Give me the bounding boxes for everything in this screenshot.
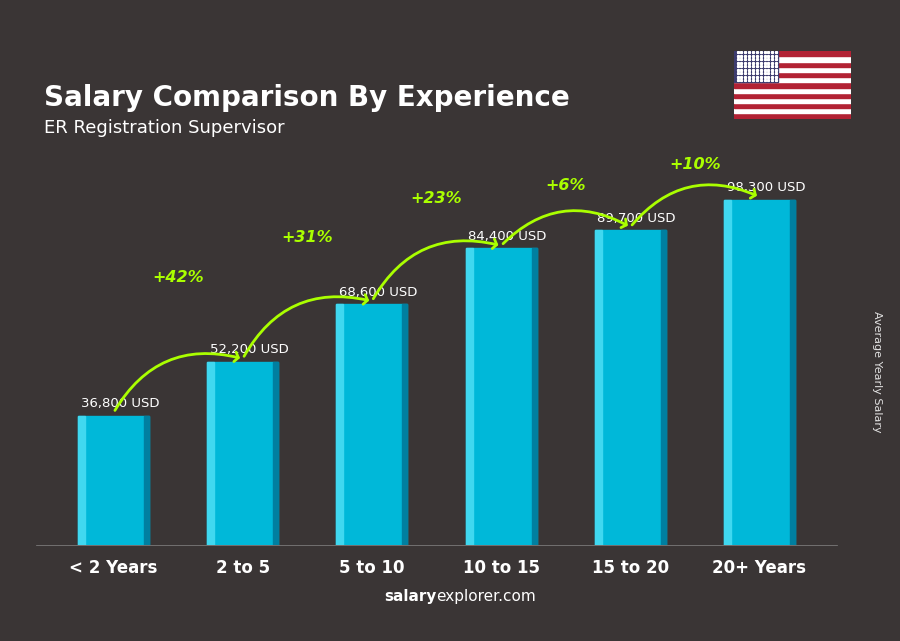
Text: Average Yearly Salary: Average Yearly Salary (872, 311, 883, 433)
Bar (734, 103, 850, 108)
Bar (207, 362, 278, 545)
Text: +10%: +10% (669, 156, 721, 172)
Bar (734, 82, 850, 88)
Bar (144, 415, 149, 545)
Bar (532, 249, 536, 545)
Text: 52,200 USD: 52,200 USD (210, 344, 289, 356)
Bar (734, 98, 850, 103)
Text: +42%: +42% (152, 270, 204, 285)
Bar (274, 362, 278, 545)
Bar (402, 304, 408, 545)
Bar (661, 230, 666, 545)
Bar (595, 230, 602, 545)
Bar (734, 77, 850, 82)
Bar (734, 51, 850, 56)
Bar (734, 72, 850, 77)
Text: +23%: +23% (410, 191, 463, 206)
Bar (465, 249, 472, 545)
Bar (734, 108, 850, 113)
Bar (337, 304, 408, 545)
Bar (78, 415, 86, 545)
Bar (734, 113, 850, 119)
Text: explorer.com: explorer.com (436, 589, 536, 604)
Bar (724, 199, 795, 545)
Bar (734, 67, 850, 72)
Text: ER Registration Supervisor: ER Registration Supervisor (44, 119, 284, 137)
Bar (465, 249, 536, 545)
Text: 98,300 USD: 98,300 USD (726, 181, 805, 194)
Bar (595, 230, 666, 545)
Bar (790, 199, 795, 545)
Text: 84,400 USD: 84,400 USD (468, 230, 546, 243)
Bar (734, 51, 778, 82)
Text: 89,700 USD: 89,700 USD (598, 212, 676, 224)
Text: salary: salary (384, 589, 436, 604)
Bar (734, 56, 850, 62)
Bar (734, 88, 850, 93)
Bar (207, 362, 214, 545)
Bar (734, 62, 850, 67)
Bar (337, 304, 344, 545)
Bar (724, 199, 731, 545)
Text: Salary Comparison By Experience: Salary Comparison By Experience (44, 85, 570, 112)
Text: 36,800 USD: 36,800 USD (81, 397, 159, 410)
Text: +31%: +31% (282, 229, 333, 244)
Bar (734, 93, 850, 98)
Text: +6%: +6% (545, 178, 586, 193)
Bar (78, 415, 149, 545)
Text: 68,600 USD: 68,600 USD (339, 286, 418, 299)
